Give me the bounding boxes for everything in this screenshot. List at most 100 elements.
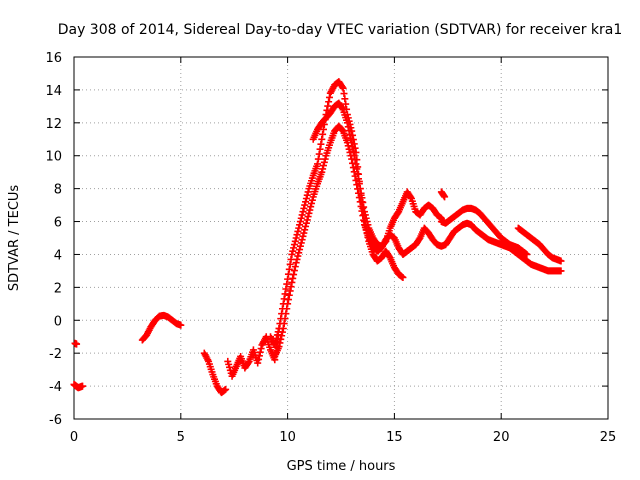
data-point xyxy=(346,148,354,156)
data-point xyxy=(557,257,565,265)
data-point xyxy=(301,226,309,234)
data-point xyxy=(222,385,230,393)
data-point xyxy=(343,119,351,127)
data-point xyxy=(307,203,315,211)
data-point xyxy=(287,283,295,291)
data-point xyxy=(314,155,322,163)
data-point xyxy=(288,250,296,258)
data-point xyxy=(339,84,347,92)
data-point xyxy=(350,151,358,159)
y-tick-label: -4 xyxy=(49,380,62,395)
data-point xyxy=(303,191,311,199)
data-point xyxy=(278,332,286,340)
series-seg-i xyxy=(437,188,449,201)
y-tick-label: -6 xyxy=(49,413,62,428)
data-point xyxy=(381,238,389,246)
data-point xyxy=(256,348,264,356)
data-point xyxy=(314,160,322,168)
axis-ticks: 0 5 10 15 20 25 -6 -4 -2 0 2 4 6 8 10 12 14 16 xyxy=(45,51,616,445)
data-point xyxy=(292,234,300,242)
x-tick-label: 25 xyxy=(600,430,617,445)
data-point xyxy=(289,247,297,255)
data-point xyxy=(286,260,294,268)
y-tick-label: 4 xyxy=(54,248,62,263)
data-point xyxy=(296,221,304,229)
data-point xyxy=(285,265,293,273)
data-point xyxy=(290,244,298,252)
data-point xyxy=(284,296,292,304)
series-seg-a xyxy=(70,380,87,392)
data-point xyxy=(351,156,359,164)
data-point xyxy=(308,196,316,204)
data-points xyxy=(70,78,565,397)
x-tick-label: 0 xyxy=(70,430,78,445)
data-point xyxy=(320,158,328,166)
data-point xyxy=(317,140,325,148)
data-point xyxy=(276,339,284,347)
data-point xyxy=(271,341,279,349)
data-point xyxy=(301,201,309,209)
grid xyxy=(74,57,608,419)
series-seg-c xyxy=(200,349,230,397)
data-point xyxy=(319,125,327,133)
data-point xyxy=(290,271,298,279)
data-point xyxy=(359,198,367,206)
x-tick-label: 15 xyxy=(386,430,403,445)
y-tick-label: -2 xyxy=(49,347,62,362)
x-tick-label: 10 xyxy=(279,430,296,445)
data-point xyxy=(280,320,288,328)
data-point xyxy=(304,213,312,221)
data-point xyxy=(298,211,306,219)
data-point xyxy=(277,335,285,343)
data-point xyxy=(285,291,293,299)
data-point xyxy=(298,236,306,244)
data-point xyxy=(302,198,310,206)
data-point xyxy=(292,259,300,267)
x-axis-label: GPS time / hours xyxy=(287,459,396,474)
data-point xyxy=(286,287,294,295)
data-point xyxy=(355,175,363,183)
data-point xyxy=(557,267,565,275)
data-point xyxy=(347,135,355,143)
data-point xyxy=(296,242,304,250)
y-tick-label: 10 xyxy=(45,150,62,165)
data-point xyxy=(302,219,310,227)
data-point xyxy=(306,206,314,214)
data-point xyxy=(338,83,346,91)
data-point xyxy=(289,274,297,282)
data-point xyxy=(324,102,332,110)
data-point xyxy=(295,224,303,232)
data-point xyxy=(79,382,87,390)
data-point xyxy=(363,218,371,226)
data-point xyxy=(302,195,310,203)
data-point xyxy=(295,249,303,257)
data-point xyxy=(296,218,304,226)
data-point xyxy=(254,359,262,367)
chart-title: Day 308 of 2014, Sidereal Day-to-day VTE… xyxy=(58,22,623,38)
data-point xyxy=(360,208,368,216)
series-seg-h xyxy=(437,204,531,258)
data-point xyxy=(319,130,327,138)
y-tick-label: 6 xyxy=(54,216,62,231)
y-tick-label: 2 xyxy=(54,281,62,296)
data-point xyxy=(325,98,333,106)
data-point xyxy=(348,139,356,147)
data-point xyxy=(360,203,368,211)
data-point xyxy=(283,280,291,288)
data-point xyxy=(287,255,295,263)
data-point xyxy=(257,345,265,353)
data-point xyxy=(342,100,350,108)
data-point xyxy=(318,135,326,143)
data-point xyxy=(523,250,531,258)
data-point xyxy=(283,305,291,313)
data-point xyxy=(293,231,301,239)
y-tick-label: 12 xyxy=(45,117,62,132)
series-seg-a2 xyxy=(71,339,81,348)
data-point xyxy=(294,227,302,235)
data-point xyxy=(318,168,326,176)
data-point xyxy=(297,214,305,222)
data-point xyxy=(353,165,361,173)
data-point xyxy=(352,160,360,168)
data-point xyxy=(288,278,296,286)
